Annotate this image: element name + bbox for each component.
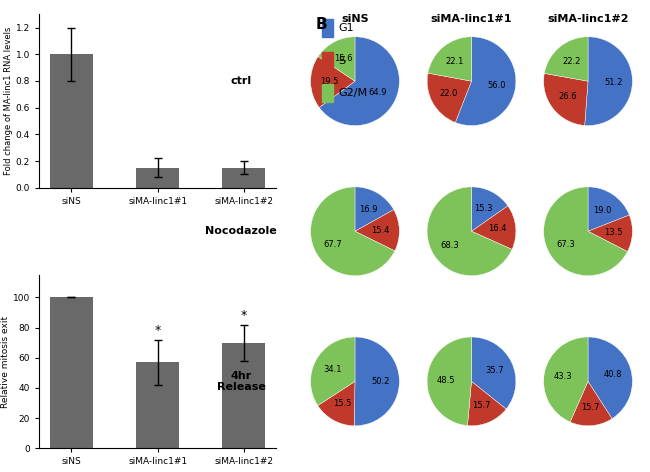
Y-axis label: 4hr
Release: 4hr Release xyxy=(216,371,266,392)
Text: 50.2: 50.2 xyxy=(372,377,390,386)
Wedge shape xyxy=(318,37,355,81)
Text: 15.4: 15.4 xyxy=(372,226,390,235)
Text: 56.0: 56.0 xyxy=(488,82,506,91)
Wedge shape xyxy=(319,37,399,126)
Wedge shape xyxy=(467,381,506,426)
Text: 43.3: 43.3 xyxy=(554,371,572,380)
Text: G2/M: G2/M xyxy=(339,88,368,98)
Wedge shape xyxy=(354,337,399,426)
Y-axis label: ctrl: ctrl xyxy=(231,76,252,86)
Bar xyxy=(222,343,265,448)
Wedge shape xyxy=(588,337,632,419)
Wedge shape xyxy=(427,337,471,426)
Text: B: B xyxy=(315,17,327,32)
Bar xyxy=(50,54,93,188)
Bar xyxy=(322,19,333,37)
Wedge shape xyxy=(588,215,632,252)
Wedge shape xyxy=(427,187,512,276)
Bar xyxy=(136,168,179,188)
Text: 19.5: 19.5 xyxy=(320,77,339,86)
Text: 35.7: 35.7 xyxy=(486,366,504,375)
Text: 16.9: 16.9 xyxy=(359,204,377,213)
Text: 16.4: 16.4 xyxy=(488,224,506,233)
Bar xyxy=(322,84,333,102)
Text: 48.5: 48.5 xyxy=(437,376,455,385)
Y-axis label: Fold change of MA-linc1 RNA levels: Fold change of MA-linc1 RNA levels xyxy=(4,27,13,175)
Wedge shape xyxy=(544,37,588,81)
Text: 51.2: 51.2 xyxy=(604,77,623,87)
Bar xyxy=(222,168,265,188)
Wedge shape xyxy=(471,337,516,409)
Wedge shape xyxy=(584,37,632,126)
Wedge shape xyxy=(570,381,612,426)
Wedge shape xyxy=(471,187,508,231)
Text: *: * xyxy=(155,324,161,337)
Wedge shape xyxy=(543,74,588,126)
Text: 67.3: 67.3 xyxy=(556,240,575,249)
Title: siMA-linc1#2: siMA-linc1#2 xyxy=(547,14,629,24)
Text: S: S xyxy=(339,56,346,66)
Text: 15.6: 15.6 xyxy=(333,54,352,63)
Bar xyxy=(50,297,93,448)
Wedge shape xyxy=(543,187,627,276)
Wedge shape xyxy=(311,187,395,276)
Bar xyxy=(322,51,333,69)
Title: siMA-linc1#1: siMA-linc1#1 xyxy=(431,14,512,24)
Text: G1: G1 xyxy=(339,23,354,33)
Text: 22.1: 22.1 xyxy=(446,57,464,66)
Wedge shape xyxy=(455,37,516,126)
Y-axis label: Nocodazole: Nocodazole xyxy=(205,226,277,236)
Text: 15.3: 15.3 xyxy=(474,204,493,213)
Text: *: * xyxy=(240,309,247,321)
Text: 34.1: 34.1 xyxy=(323,364,342,374)
Text: 22.0: 22.0 xyxy=(440,89,458,98)
Y-axis label: Relative mitosis exit: Relative mitosis exit xyxy=(1,315,10,408)
Text: 15.7: 15.7 xyxy=(473,401,491,410)
Wedge shape xyxy=(543,337,588,422)
Wedge shape xyxy=(588,187,629,231)
Text: 40.8: 40.8 xyxy=(603,370,622,379)
Text: 15.7: 15.7 xyxy=(581,403,599,412)
Wedge shape xyxy=(355,210,399,251)
Wedge shape xyxy=(311,337,355,405)
Text: 68.3: 68.3 xyxy=(441,241,460,250)
Text: 26.6: 26.6 xyxy=(558,93,577,101)
Text: 22.2: 22.2 xyxy=(562,57,580,66)
Text: 19.0: 19.0 xyxy=(593,205,612,214)
Wedge shape xyxy=(427,73,471,123)
Wedge shape xyxy=(428,37,471,81)
Text: 15.5: 15.5 xyxy=(333,399,352,408)
Text: 64.9: 64.9 xyxy=(369,88,387,97)
Wedge shape xyxy=(318,381,355,426)
Text: 13.5: 13.5 xyxy=(604,228,623,237)
Wedge shape xyxy=(471,206,516,249)
Wedge shape xyxy=(355,187,394,231)
Wedge shape xyxy=(311,57,355,108)
Text: 67.7: 67.7 xyxy=(324,240,343,249)
Bar xyxy=(136,362,179,448)
Title: siNS: siNS xyxy=(341,14,369,24)
